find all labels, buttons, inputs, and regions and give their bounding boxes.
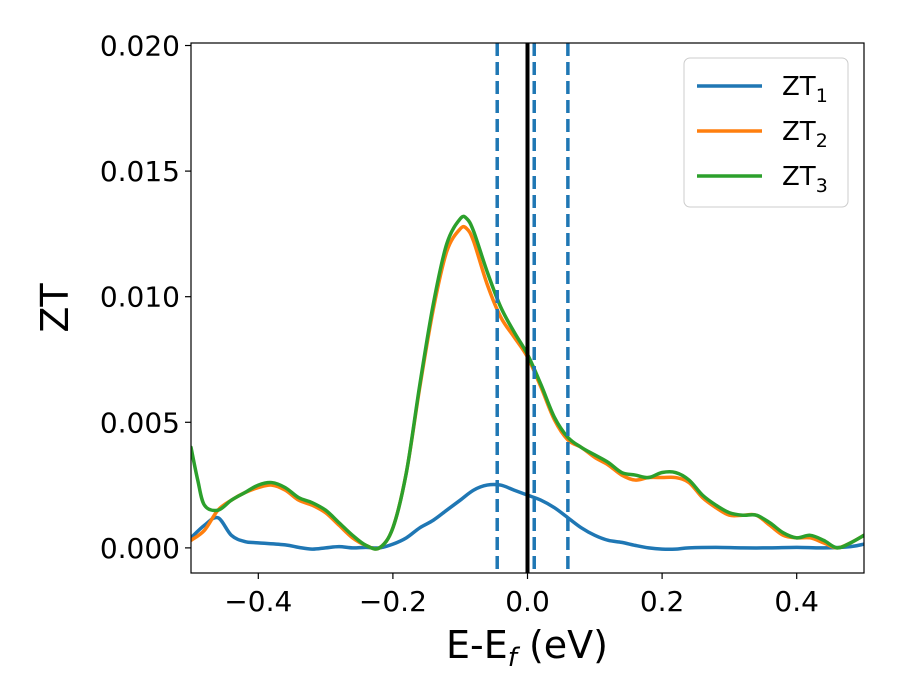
legend-label-zt3: ZT3: [782, 162, 828, 197]
y-tick-label: 0.015: [100, 155, 180, 188]
y-tick-label: 0.000: [100, 532, 180, 565]
y-tick-label: 0.020: [100, 30, 180, 63]
legend-box: [683, 57, 849, 208]
y-tick-label: 0.005: [100, 406, 180, 439]
legend-label-zt1: ZT1: [782, 72, 828, 107]
legend-label-zt2: ZT2: [782, 117, 828, 152]
x-tick-label: 0.4: [774, 585, 819, 618]
x-tick-label: 0.2: [640, 585, 685, 618]
x-tick-label: −0.2: [359, 585, 427, 618]
series-layer: [191, 214, 864, 552]
x-tick-label: −0.4: [224, 585, 292, 618]
x-tick-label: 0.0: [505, 585, 550, 618]
vertical-lines: [495, 43, 570, 573]
y-axis-title: ZT: [33, 283, 77, 333]
y-tick-label: 0.010: [100, 281, 180, 314]
series-line-zt3: [191, 214, 864, 551]
axis-ticks: −0.4 −0.2 0.0 0.2 0.4 0.000 0.005 0.010 0.015 0.0…: [100, 30, 819, 618]
legend: ZT1 ZT2 ZT3: [683, 57, 849, 208]
series-line-zt1: [191, 482, 864, 552]
x-axis-title: E-Ef (eV): [446, 623, 608, 673]
